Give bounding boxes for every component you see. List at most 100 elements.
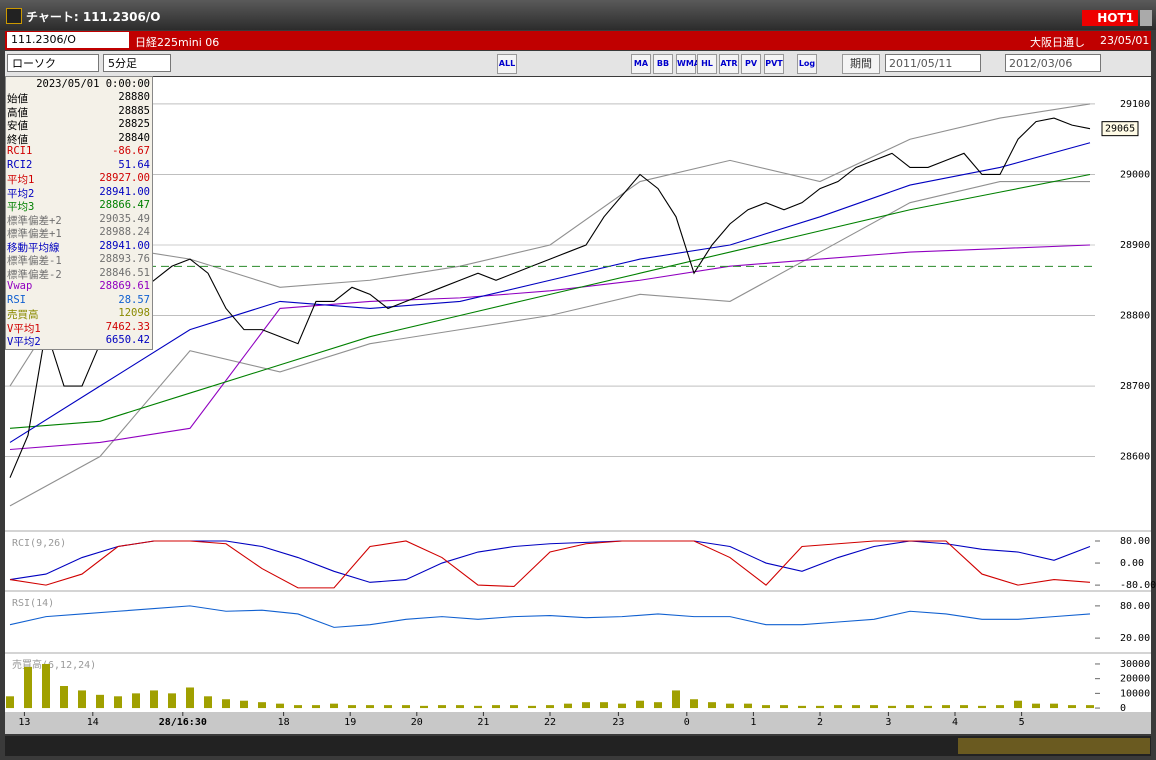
info-value: 28988.24 (99, 226, 150, 238)
y-tick-label: 0.00 (1120, 558, 1144, 569)
info-value: 28927.00 (99, 172, 150, 184)
y-tick-label: 80.00 (1120, 536, 1150, 547)
toolbar-button[interactable]: ATR (719, 54, 739, 74)
volume-bar (240, 700, 248, 709)
toolbar-button[interactable]: PV (741, 54, 761, 74)
toolbar-button[interactable]: Log (797, 54, 817, 74)
info-label: Vwap (7, 280, 33, 292)
volume-bar (60, 686, 68, 709)
volume-bar (1014, 700, 1022, 709)
volume-bar (726, 703, 734, 709)
y-tick-label: 28800 (1120, 311, 1150, 322)
info-row: Vwap 28869.61 (7, 280, 150, 294)
series-line (9, 117, 1091, 478)
close-button[interactable] (1140, 10, 1152, 26)
toolbar-button[interactable]: HL (697, 54, 717, 74)
info-row: 売買高 12098 (7, 307, 150, 321)
hot-badge[interactable]: HOT1 (1082, 10, 1138, 26)
info-value: -86.67 (112, 145, 150, 157)
x-tick-label: 20 (411, 717, 423, 728)
volume-bar (168, 693, 176, 709)
volume-bar (636, 700, 644, 709)
info-label: RCI1 (7, 145, 33, 157)
x-tick-label: 4 (952, 717, 958, 728)
symbol-name: 日経225mini 06 (135, 36, 220, 49)
toolbar-button[interactable]: WMA (676, 54, 700, 74)
info-row: 終値 28840 (7, 132, 150, 146)
info-label: 高値 (7, 106, 28, 119)
info-value: 28885 (118, 104, 150, 117)
x-tick-label: 22 (544, 717, 556, 728)
y-tick-label: 28900 (1120, 240, 1150, 251)
scroll-thumb[interactable] (958, 738, 1150, 754)
info-value: 28.57 (118, 293, 150, 306)
x-axis-strip (5, 712, 1151, 734)
volume-bar (222, 699, 230, 709)
series-line (9, 173, 1091, 429)
volume-bar (582, 702, 590, 709)
toolbar-button[interactable]: BB (653, 54, 673, 74)
y-tick-label: 20.00 (1120, 633, 1150, 644)
volume-bar (42, 663, 50, 709)
volume-bar (618, 703, 626, 709)
x-tick-label: 2 (817, 717, 823, 728)
volume-bar (564, 703, 572, 709)
info-value: 12098 (118, 307, 150, 319)
volume-bar (654, 702, 662, 709)
period-button[interactable]: 期間 (842, 54, 880, 74)
volume-bar (672, 690, 680, 709)
title-bar: チャート: 111.2306/O HOT1 (0, 0, 1156, 30)
x-tick-label: 21 (477, 717, 489, 728)
volume-bar (114, 696, 122, 709)
y-tick-label: 28600 (1120, 452, 1150, 463)
info-label: 始値 (7, 93, 28, 105)
volume-bar (492, 705, 500, 709)
info-value: 6650.42 (105, 334, 150, 346)
chart-kind-select[interactable]: ローソク (7, 54, 99, 72)
info-label: 標準偏差-2 (7, 268, 62, 281)
to-date[interactable]: 2012/03/06 (1005, 54, 1101, 72)
info-row: 標準偏差-1 28893.76 (7, 253, 150, 267)
volume-bar (24, 666, 32, 709)
info-label: V平均2 (7, 336, 41, 348)
info-value: 7462.33 (105, 320, 150, 333)
toolbar-button[interactable]: PVT (764, 54, 784, 74)
x-tick-label: 13 (18, 717, 30, 728)
volume-bar (366, 705, 374, 709)
volume-bar (132, 693, 140, 709)
info-row: 標準偏差+1 28988.24 (7, 226, 150, 240)
series-line (9, 540, 1091, 589)
volume-bar (708, 702, 716, 709)
info-row: 平均1 28927.00 (7, 172, 150, 186)
info-label: 安値 (7, 120, 28, 132)
info-row: 高値 28885 (7, 105, 150, 119)
info-label: 標準偏差-1 (7, 255, 62, 267)
panel-label: RCI(9,26) (12, 538, 66, 549)
scrollbar[interactable] (5, 736, 1151, 756)
x-tick-label: 0 (684, 717, 690, 728)
symbol-input[interactable]: 111.2306/O (7, 32, 129, 48)
volume-bar (1068, 705, 1076, 709)
info-row: 始値 28880 (7, 91, 150, 105)
interval-select[interactable]: 5分足 (103, 54, 171, 72)
date: 23/05/01 (1100, 34, 1150, 47)
y-tick-label: 0 (1120, 703, 1126, 714)
symbol-bar: 111.2306/O 日経225mini 06 大阪日通し 23/05/01 (5, 31, 1151, 50)
volume-bar (906, 705, 914, 709)
toolbar: ローソク 5分足 ALL MA BB WMA HL ATR PV PVT Log 期間 2011… (5, 51, 1151, 76)
x-tick-label: 5 (1019, 717, 1025, 728)
toolbar-button[interactable]: ALL (497, 54, 517, 74)
volume-bar (1086, 705, 1094, 709)
info-label: RSI (7, 293, 26, 306)
from-date[interactable]: 2011/05/11 (885, 54, 981, 72)
panel-label: RSI(14) (12, 598, 54, 609)
volume-bar (996, 705, 1004, 709)
volume-bar (294, 705, 302, 709)
toolbar-button[interactable]: MA (631, 54, 651, 74)
info-row: 平均2 28941.00 (7, 186, 150, 200)
info-value: 28825 (118, 118, 150, 130)
x-tick-label: 18 (278, 717, 290, 728)
volume-bar (258, 702, 266, 709)
info-label: 平均3 (7, 201, 35, 213)
